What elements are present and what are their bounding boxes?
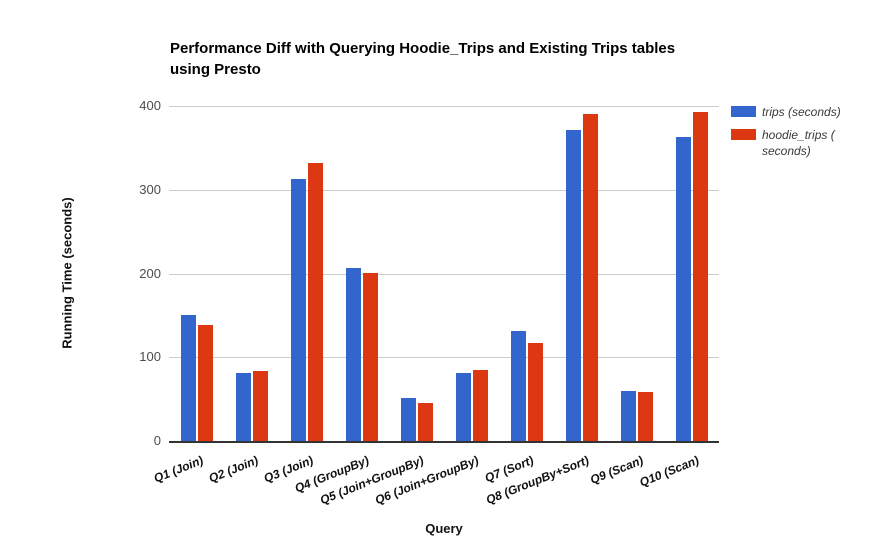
x-tick-label-q9: Q9 (Scan)	[588, 453, 646, 487]
bar-hoodie-trips-q8[interactable]	[582, 114, 598, 441]
bar-trips-q5[interactable]	[400, 398, 416, 441]
bar-trips-q1[interactable]	[180, 315, 196, 441]
gridline-300	[169, 189, 719, 191]
chart-title: Performance Diff with Querying Hoodie_Tr…	[170, 38, 810, 80]
y-tick-label-0: 0	[153, 433, 161, 448]
bar-hoodie-trips-q3[interactable]	[307, 162, 323, 441]
bar-hoodie-trips-q10[interactable]	[692, 111, 708, 441]
legend-swatch-hoodie-trips	[731, 129, 756, 140]
chart-title-line-1: Performance Diff with Querying Hoodie_Tr…	[170, 40, 676, 57]
legend-item-trips: trips (seconds)	[731, 104, 866, 120]
y-tick-label-300: 300	[139, 181, 161, 197]
y-tick-label-200: 200	[139, 265, 161, 281]
x-tick-label-q2: Q2 (Join)	[207, 453, 261, 486]
legend-label-trips: trips (seconds)	[762, 105, 841, 119]
bar-hoodie-trips-q6[interactable]	[472, 369, 488, 441]
bar-trips-q8[interactable]	[565, 130, 581, 441]
gridline-400	[169, 106, 719, 107]
bar-hoodie-trips-q2[interactable]	[252, 370, 268, 441]
legend-label-hoodie-trips: hoodie_trips ( seconds)	[762, 128, 835, 158]
y-tick-label-400: 400	[139, 98, 161, 113]
bar-trips-q10[interactable]	[675, 137, 691, 441]
bar-hoodie-trips-q5[interactable]	[417, 403, 433, 441]
gridline-200	[169, 273, 719, 275]
chart-title-line-2: using Presto	[170, 61, 261, 78]
y-tick-label-100: 100	[139, 349, 161, 365]
bar-trips-q2[interactable]	[235, 373, 251, 441]
x-tick-label-q1: Q1 (Join)	[152, 453, 206, 486]
gridline-100	[169, 357, 719, 359]
legend: trips (seconds) hoodie_trips ( seconds)	[731, 104, 866, 159]
bar-hoodie-trips-q1[interactable]	[197, 325, 213, 441]
x-tick-label-q10: Q10 (Scan)	[637, 453, 701, 490]
legend-swatch-trips	[731, 106, 756, 117]
plot-area	[169, 106, 719, 443]
bar-trips-q7[interactable]	[510, 331, 526, 441]
bar-trips-q4[interactable]	[345, 267, 361, 441]
bar-hoodie-trips-q4[interactable]	[362, 272, 378, 441]
x-axis-title: Query	[425, 521, 463, 536]
bar-trips-q9[interactable]	[620, 390, 636, 441]
bar-hoodie-trips-q9[interactable]	[637, 391, 653, 441]
bar-hoodie-trips-q7[interactable]	[527, 343, 543, 441]
bar-trips-q6[interactable]	[455, 373, 471, 441]
legend-item-hoodie-trips: hoodie_trips ( seconds)	[731, 127, 866, 159]
bar-trips-q3[interactable]	[290, 178, 306, 441]
